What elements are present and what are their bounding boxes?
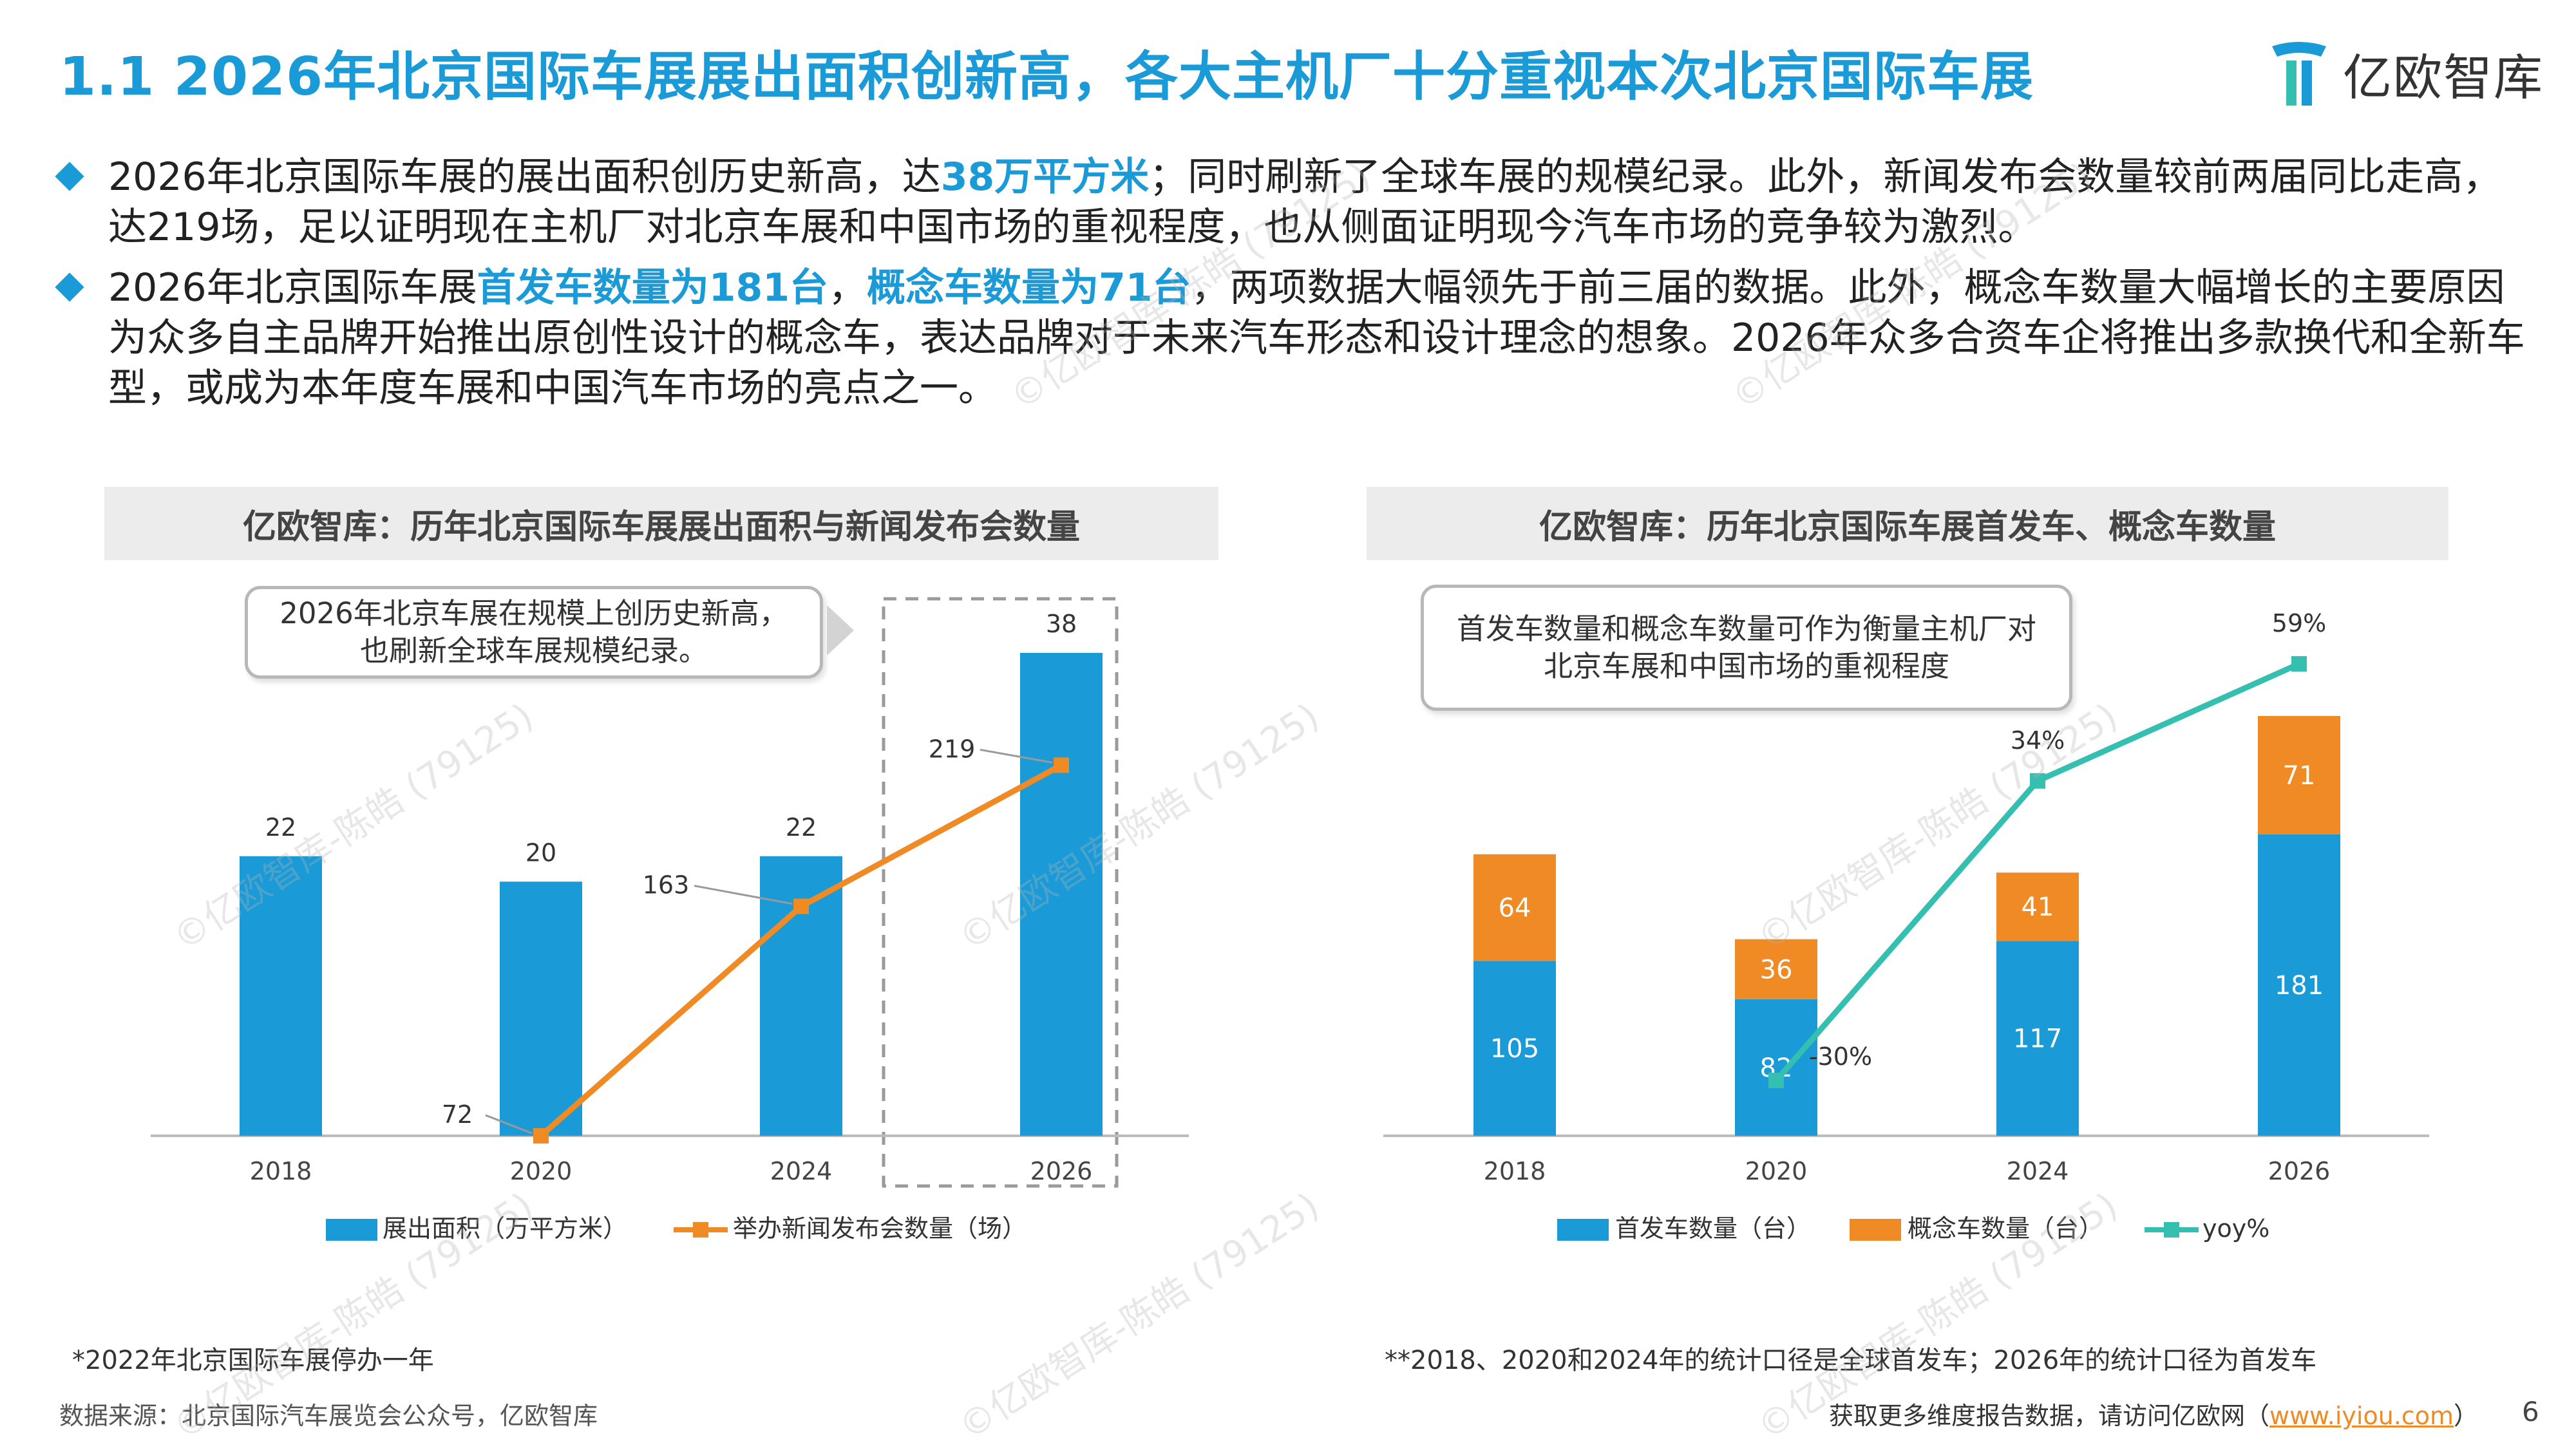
bar-area-2024	[760, 856, 842, 1136]
bar-label-area-2024: 22	[786, 813, 817, 842]
legend-marker-yoy	[2164, 1222, 2179, 1238]
bar-area-2020	[500, 881, 582, 1136]
label-press-2020: 72	[442, 1100, 473, 1129]
bar-concept-2020	[1735, 939, 1817, 999]
point-yoy-2024	[2030, 773, 2045, 789]
label-press-2026: 219	[929, 735, 976, 763]
right-chart-header: 亿欧智库：历年北京国际车展首发车、概念车数量	[1367, 487, 2448, 560]
bar-label-area-2020: 20	[526, 838, 556, 867]
page-title: 1.1 2026年北京国际车展展出面积创新高，各大主机厂十分重视本次北京国际车展	[59, 46, 2034, 108]
bar-concept-2024	[1996, 872, 2079, 941]
x-tick-2018: 2018	[250, 1157, 312, 1185]
x-tick-2018: 2018	[1484, 1157, 1546, 1185]
legend-label-area: 展出面积（万平方米）	[383, 1214, 627, 1243]
bar-concept-2026	[2258, 716, 2340, 834]
point-press-2020	[533, 1128, 549, 1144]
left-combo-chart: 22 20 22 38 72 163 219 2018 2020 2024 2026 展出面积（…	[151, 597, 1189, 1243]
x-tick-2020: 2020	[510, 1157, 573, 1185]
bar-debut-2024	[1996, 941, 2079, 1136]
footer-link[interactable]: www.iyiou.com	[2269, 1402, 2454, 1430]
bullet2-text-b: ，	[828, 265, 867, 310]
x-tick-2024: 2024	[2007, 1157, 2069, 1185]
logo-icon	[2272, 42, 2326, 106]
left-footnote: *2022年北京国际车展停办一年	[72, 1346, 434, 1375]
bullet2-highlight-concept: 概念车数量为71台	[866, 265, 1191, 310]
logo: 亿欧智库	[2267, 37, 2544, 109]
legend-label-press: 举办新闻发布会数量（场）	[733, 1214, 1027, 1243]
label-yoy-2026: 59%	[2272, 609, 2326, 637]
bullet2-text-c: ，两项数据大幅领先于前三届的数据。此外，概念车数量大幅增长的主要原因为众多自主品…	[108, 265, 2525, 411]
bullet1-highlight: 38万平方米	[940, 155, 1150, 200]
bar-concept-2018	[1473, 854, 1556, 961]
label-debut-2026: 181	[2275, 971, 2324, 1001]
left-legend: 展出面积（万平方米） 举办新闻发布会数量（场）	[326, 1214, 1027, 1243]
page-number: 6	[2522, 1396, 2539, 1427]
x-tick-2026: 2026	[2268, 1157, 2331, 1185]
highlight-2026-box	[882, 597, 1119, 1188]
right-chart-callout: 首发车数量和概念车数量可作为衡量主机厂对 北京车展和中国市场的重视程度	[1421, 585, 2072, 711]
legend-swatch-concept	[1850, 1219, 1901, 1241]
footer-end: ）	[2454, 1402, 2479, 1430]
legend-label-debut: 首发车数量（台）	[1615, 1214, 1811, 1243]
point-yoy-2026	[2291, 656, 2307, 672]
left-chart-callout: 2026年北京车展在规模上创历史新高， 也刷新全球车展规模纪录。	[245, 586, 823, 679]
leader-press-2020	[485, 1114, 533, 1135]
point-yoy-2020	[1768, 1073, 1784, 1089]
label-concept-2024: 41	[2022, 892, 2054, 922]
leader-press-2026	[980, 748, 1053, 764]
label-concept-2018: 64	[1499, 894, 1531, 923]
right-legend: 首发车数量（台） 概念车数量（台） yoy%	[1557, 1214, 2269, 1243]
bullet1-text-a: 2026年北京国际车展的展出面积创历史新高，达	[108, 155, 941, 200]
bullet2-highlight-debut: 首发车数量为181台	[477, 265, 828, 310]
legend-swatch-area	[326, 1219, 377, 1241]
bar-debut-2018	[1473, 961, 1556, 1136]
label-concept-2020: 36	[1760, 955, 1793, 984]
x-tick-2024: 2024	[770, 1157, 833, 1185]
label-press-2024: 163	[643, 871, 690, 899]
data-source: 数据来源：北京国际汽车展览会公众号，亿欧智库	[59, 1402, 598, 1430]
bullet1-text-b: ；同时刷新了全球车展的规模纪录。此外，新闻发布会数量较前两届同比走高，达219场…	[108, 155, 2502, 250]
footer-text: 获取更多维度报告数据，请访问亿欧网（	[1829, 1402, 2270, 1430]
legend-swatch-debut	[1557, 1219, 1609, 1241]
bar-label-area-2018: 22	[265, 813, 296, 842]
point-press-2024	[793, 898, 809, 914]
label-debut-2024: 117	[2013, 1024, 2062, 1054]
x-tick-2026: 2026	[1030, 1157, 1093, 1185]
right-footnote: **2018、2020和2024年的统计口径是全球首发车；2026年的统计口径为…	[1385, 1346, 2317, 1375]
point-press-2026	[1054, 757, 1069, 773]
leader-press-2024	[694, 885, 793, 905]
bar-label-area-2026: 38	[1046, 610, 1077, 638]
bar-debut-2026	[2258, 834, 2340, 1136]
left-chart-header: 亿欧智库：历年北京国际车展展出面积与新闻发布会数量	[104, 487, 1218, 560]
bar-area-2018	[240, 856, 322, 1136]
label-yoy-2020: -30%	[1809, 1042, 1872, 1071]
legend-label-concept: 概念车数量（台）	[1908, 1214, 2103, 1243]
legend-marker-press	[693, 1222, 708, 1238]
logo-text: 亿欧智库	[2343, 49, 2544, 106]
bar-area-2026	[1020, 653, 1103, 1136]
footer-visit: 获取更多维度报告数据，请访问亿欧网（www.iyiou.com）	[1829, 1396, 2478, 1431]
bar-debut-2020	[1735, 999, 1817, 1136]
label-debut-2018: 105	[1490, 1034, 1539, 1064]
legend-label-yoy: yoy%	[2202, 1214, 2269, 1243]
bullet2-text-a: 2026年北京国际车展	[108, 265, 477, 310]
x-tick-2020: 2020	[1745, 1157, 1808, 1185]
label-yoy-2024: 34%	[2011, 726, 2065, 755]
callout-arrow-icon	[827, 605, 854, 655]
label-concept-2026: 71	[2283, 761, 2316, 791]
